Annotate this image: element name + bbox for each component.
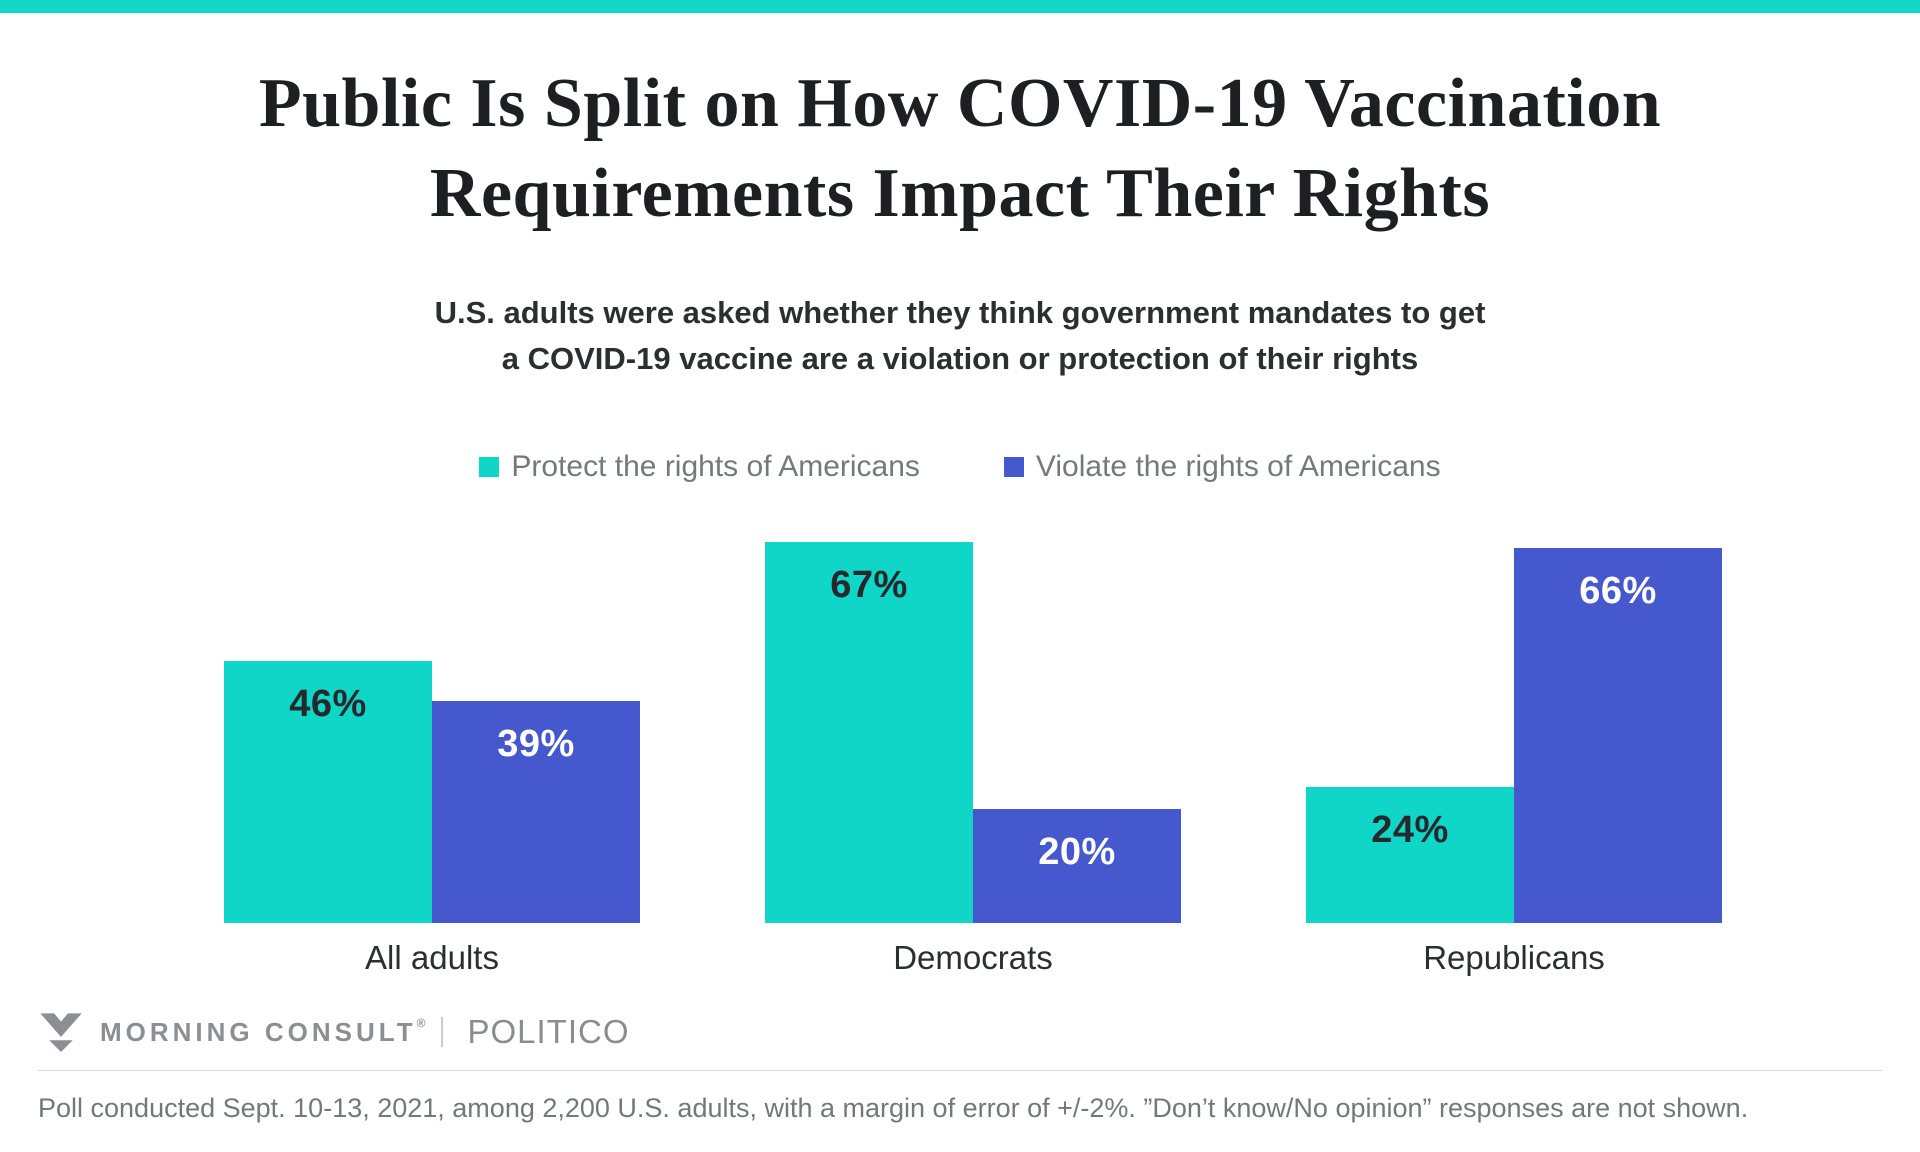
chart-title: Public Is Split on How COVID-19 Vaccinat… xyxy=(0,59,1920,238)
bar-value-label: 66% xyxy=(1579,569,1657,612)
legend-item-protect: Protect the rights of Americans xyxy=(479,449,920,483)
bar-value-label: 39% xyxy=(497,722,575,765)
chart-groups: 46% 39% 67% 20% 24% 66% xyxy=(224,541,1722,923)
legend-swatch-icon xyxy=(479,456,500,477)
chart-title-line1: Public Is Split on How COVID-19 Vaccinat… xyxy=(258,65,1662,142)
chart-subtitle-line2: a COVID-19 vaccine are a violation or pr… xyxy=(501,341,1419,377)
bar-value-label: 46% xyxy=(289,682,367,725)
registered-mark: ® xyxy=(416,1016,426,1030)
morning-consult-text: MORNING CONSULT xyxy=(100,1017,417,1047)
legend-label: Violate the rights of Americans xyxy=(1035,449,1441,483)
legend-item-violate: Violate the rights of Americans xyxy=(1003,449,1441,483)
bar-democrats-protect: 67% xyxy=(765,541,973,923)
bar-group-republicans: 24% 66% xyxy=(1306,547,1722,923)
chart-title-line2: Requirements Impact Their Rights xyxy=(429,154,1491,232)
bar-all-adults-violate: 39% xyxy=(432,700,640,923)
top-accent-bar xyxy=(0,0,1920,13)
morning-consult-m-icon xyxy=(40,1013,82,1052)
footer-brands: MORNING CONSULT® POLITICO xyxy=(38,1008,1882,1056)
bar-republicans-protect: 24% xyxy=(1306,786,1514,923)
bar-chart: 46% 39% 67% 20% 24% 66% xyxy=(224,541,1722,923)
morning-consult-wordmark: MORNING CONSULT® xyxy=(100,1016,425,1048)
politico-wordmark: POLITICO xyxy=(467,1013,630,1050)
chart-card: Public Is Split on How COVID-19 Vaccinat… xyxy=(0,59,1920,1123)
category-labels: All adults Democrats Republicans xyxy=(224,939,1722,977)
bar-group-all-adults: 46% 39% xyxy=(224,660,640,923)
methodology-note: Poll conducted Sept. 10-13, 2021, among … xyxy=(38,1093,1749,1123)
legend-swatch-icon xyxy=(1003,456,1024,477)
chart-subtitle-line1: U.S. adults were asked whether they thin… xyxy=(434,295,1486,331)
chart-legend: Protect the rights of Americans Violate t… xyxy=(0,449,1920,483)
category-label-democrats: Democrats xyxy=(893,938,1053,976)
bar-value-label: 20% xyxy=(1038,830,1116,873)
footer-rule xyxy=(38,1070,1882,1071)
bar-value-label: 67% xyxy=(830,563,908,606)
chart-footer: MORNING CONSULT® POLITICO Poll conducted… xyxy=(38,1008,1882,1124)
chart-subtitle: U.S. adults were asked whether they thin… xyxy=(0,290,1920,382)
bar-all-adults-protect: 46% xyxy=(224,660,432,923)
bar-group-democrats: 67% 20% xyxy=(765,541,1181,923)
brand-divider xyxy=(441,1017,444,1047)
bar-democrats-violate: 20% xyxy=(973,808,1181,923)
category-label-all-adults: All adults xyxy=(365,938,499,976)
category-label-republicans: Republicans xyxy=(1423,938,1605,976)
bar-republicans-violate: 66% xyxy=(1514,547,1722,923)
legend-label: Protect the rights of Americans xyxy=(511,449,920,483)
bar-value-label: 24% xyxy=(1371,808,1449,851)
